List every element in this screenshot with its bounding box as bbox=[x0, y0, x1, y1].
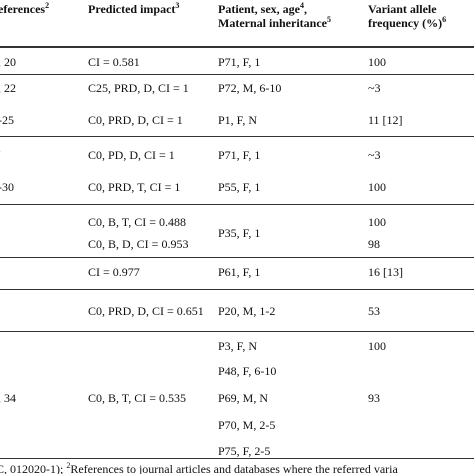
table-cell: , 34 bbox=[0, 391, 16, 405]
table-cell: 100 bbox=[368, 215, 386, 229]
header-text: Patient, sex, age bbox=[218, 2, 300, 16]
table-cell: P75, F, 2-5 bbox=[218, 444, 271, 458]
header-text: frequency (%) bbox=[368, 16, 443, 30]
table-cell: CI = 0.581 bbox=[88, 55, 140, 69]
table-cell: P71, F, 1 bbox=[218, 148, 261, 162]
row-rule bbox=[0, 331, 474, 332]
footnote-mark: 2 bbox=[66, 461, 71, 470]
table-cell: P61, F, 1 bbox=[218, 265, 261, 279]
footnote-text: C, 012020-1); bbox=[0, 462, 67, 474]
header-text: , bbox=[303, 2, 307, 16]
table-cell: -30 bbox=[0, 180, 14, 194]
table-cell: P72, M, 6-10 bbox=[218, 81, 282, 95]
table-cell: C0, PRD, D, CI = 1 bbox=[88, 113, 183, 127]
header-text: Predicted impact bbox=[88, 2, 176, 16]
footnote-mark: 4 bbox=[299, 1, 304, 10]
header-text: Variant allele bbox=[368, 2, 437, 16]
table-cell: P1, F, N bbox=[218, 113, 258, 127]
table-cell: C0, PRD, D, CI = 0.651 bbox=[88, 304, 204, 318]
row-rule bbox=[0, 74, 474, 75]
table-cell: C0, B, D, CI = 0.953 bbox=[88, 237, 189, 251]
table-cell: ~3 bbox=[368, 148, 381, 162]
table-cell: C0, PD, D, CI = 1 bbox=[88, 148, 175, 162]
table-cell: , 20 bbox=[0, 55, 16, 69]
footnote-mark: 3 bbox=[175, 1, 180, 10]
table-cell: 100 bbox=[368, 339, 386, 353]
table-cell: 16 [13] bbox=[368, 265, 403, 279]
row-rule bbox=[0, 458, 474, 459]
table-cell: . bbox=[0, 141, 1, 155]
footnote-mark: 5 bbox=[326, 15, 331, 24]
table-cell: -25 bbox=[0, 113, 14, 127]
table-cell: , 22 bbox=[0, 81, 16, 95]
header-cell: Variant allele frequency (%)6 bbox=[368, 2, 446, 30]
table-cell: 53 bbox=[368, 304, 380, 318]
table-cell: C0, PRD, T, CI = 1 bbox=[88, 180, 181, 194]
row-rule bbox=[0, 289, 474, 290]
table-cell: P48, F, 6-10 bbox=[218, 364, 277, 378]
row-rule bbox=[0, 204, 474, 205]
table-cell: P20, M, 1-2 bbox=[218, 304, 276, 318]
header-cell: eferences2 bbox=[0, 1, 50, 17]
header-text: eferences bbox=[0, 2, 46, 16]
table-cell: 98 bbox=[368, 237, 380, 251]
footnote-mark: 2 bbox=[45, 1, 50, 10]
header-cell: Predicted impact3 bbox=[88, 1, 180, 17]
table-cell: ~3 bbox=[368, 81, 381, 95]
row-rule bbox=[0, 136, 474, 137]
table-cell: 100 bbox=[368, 55, 386, 69]
table-cell: P71, F, 1 bbox=[218, 55, 261, 69]
footnote: C, 012020-1); 2References to journal art… bbox=[0, 462, 398, 474]
footnote-text: References to journal articles and datab… bbox=[70, 462, 398, 474]
table-cell: P69, M, N bbox=[218, 391, 269, 405]
table-cell: CI = 0.977 bbox=[88, 265, 140, 279]
table-cell: C0, B, T, CI = 0.488 bbox=[88, 215, 186, 229]
table-cell: P35, F, 1 bbox=[218, 226, 261, 240]
header-rule bbox=[0, 46, 474, 48]
table-cell: C0, B, T, CI = 0.535 bbox=[88, 391, 186, 405]
row-rule bbox=[0, 257, 474, 258]
table-cell: 11 [12] bbox=[368, 113, 403, 127]
table-cell: 100 bbox=[368, 180, 386, 194]
table-cell: P55, F, 1 bbox=[218, 180, 261, 194]
table-cell: C25, PRD, D, CI = 1 bbox=[88, 81, 189, 95]
table-cell: 93 bbox=[368, 391, 380, 405]
header-cell: Patient, sex, age4, Maternal inheritance5 bbox=[218, 1, 331, 31]
table-cell: P70, M, 2-5 bbox=[218, 418, 276, 432]
table-cell: P3, F, N bbox=[218, 339, 258, 353]
header-text: Maternal inheritance bbox=[218, 16, 327, 30]
footnote-mark: 6 bbox=[442, 15, 447, 24]
